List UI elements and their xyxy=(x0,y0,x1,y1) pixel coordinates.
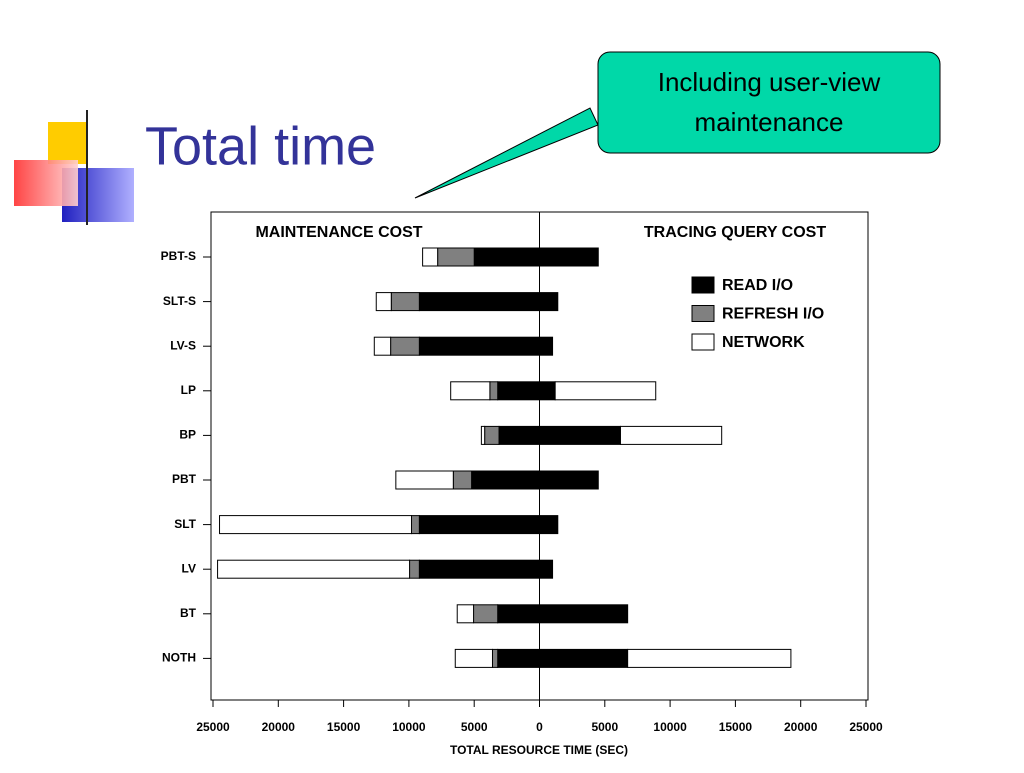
bar-segment xyxy=(456,604,475,624)
x-tick-label: 0 xyxy=(536,720,543,734)
bar-segment xyxy=(217,559,411,579)
bar-segment xyxy=(418,515,540,535)
right-header: TRACING QUERY COST xyxy=(644,224,826,241)
bar-segment xyxy=(539,604,629,624)
legend-swatch xyxy=(691,333,715,351)
bar-segment xyxy=(480,425,486,445)
bar-segment xyxy=(373,336,392,356)
bar-segment xyxy=(539,336,554,356)
x-tick-label: 25000 xyxy=(849,720,883,734)
bar-segment xyxy=(491,648,499,668)
bar-segment xyxy=(395,470,454,490)
bar-segment xyxy=(409,559,420,579)
y-tick-label: BP xyxy=(179,428,196,442)
x-tick-label: 10000 xyxy=(392,720,426,734)
bar-segment xyxy=(422,247,439,267)
bar-segment xyxy=(473,247,541,267)
y-tick-label: LP xyxy=(181,383,196,397)
left-header: MAINTENANCE COST xyxy=(255,224,422,241)
bar-segment xyxy=(489,381,499,401)
bar-segment xyxy=(437,247,475,267)
bar-segment xyxy=(497,648,541,668)
legend-swatch xyxy=(691,305,715,322)
x-tick-label: 20000 xyxy=(262,720,296,734)
chart: MAINTENANCE COST TRACING QUERY COST TOTA… xyxy=(161,211,883,757)
bar-segment xyxy=(539,648,629,668)
bar-segment xyxy=(484,425,500,445)
bar-segment xyxy=(539,515,559,535)
y-tick-label: SLT xyxy=(174,517,196,531)
x-tick-label: 20000 xyxy=(784,720,818,734)
y-tick-label: SLT-S xyxy=(163,294,196,308)
x-tick-label: 15000 xyxy=(719,720,753,734)
bar-segment xyxy=(619,425,723,445)
bar-segment xyxy=(390,336,420,356)
bar-segment xyxy=(418,336,540,356)
bar-segment xyxy=(219,515,413,535)
bar-segment xyxy=(454,648,493,668)
y-tick-label: PBT xyxy=(172,472,197,486)
y-tick-label: NOTH xyxy=(162,651,196,665)
bar-segment xyxy=(452,470,473,490)
x-tick-label: 5000 xyxy=(591,720,618,734)
bar-segment xyxy=(554,381,657,401)
bar-segment xyxy=(539,247,599,267)
deco xyxy=(14,160,78,206)
callout-line: Including user-view xyxy=(658,67,881,97)
legend-label: NETWORK xyxy=(722,334,805,351)
x-tick-label: 15000 xyxy=(327,720,361,734)
bar-segment xyxy=(497,381,541,401)
callout-text: Including user-view maintenance xyxy=(658,67,881,137)
x-tick-label: 25000 xyxy=(196,720,230,734)
deco xyxy=(48,122,88,164)
bar-segment xyxy=(539,292,559,312)
x-tick-label: 5000 xyxy=(461,720,488,734)
bar-segment xyxy=(497,604,541,624)
bar-segment xyxy=(418,559,540,579)
callout-pointer xyxy=(414,107,599,199)
legend-swatch xyxy=(691,276,715,294)
bar-segment xyxy=(473,604,499,624)
y-tick-label: LV-S xyxy=(170,338,196,352)
x-tick-label: 10000 xyxy=(653,720,687,734)
bar-segment xyxy=(471,470,541,490)
bar-segment xyxy=(450,381,491,401)
bar-segment xyxy=(627,648,792,668)
bar-segment xyxy=(390,292,420,312)
y-tick-label: LV xyxy=(182,561,196,575)
bar-segment xyxy=(418,292,540,312)
bar-segment xyxy=(498,425,541,445)
bar-segment xyxy=(375,292,392,312)
bar-segment xyxy=(539,559,554,579)
bar-segment xyxy=(539,381,556,401)
bar-segment xyxy=(539,425,621,445)
callout xyxy=(597,51,941,154)
y-tick-label: BT xyxy=(180,606,197,620)
legend-label: READ I/O xyxy=(722,277,793,294)
legend-label: REFRESH I/O xyxy=(722,306,824,323)
callout-line: maintenance xyxy=(695,107,844,137)
x-axis-title: TOTAL RESOURCE TIME (SEC) xyxy=(450,743,628,757)
slide-title: Total time xyxy=(145,116,376,176)
bar-segment xyxy=(411,515,420,535)
y-tick-label: PBT-S xyxy=(161,249,196,263)
bar-segment xyxy=(539,470,599,490)
